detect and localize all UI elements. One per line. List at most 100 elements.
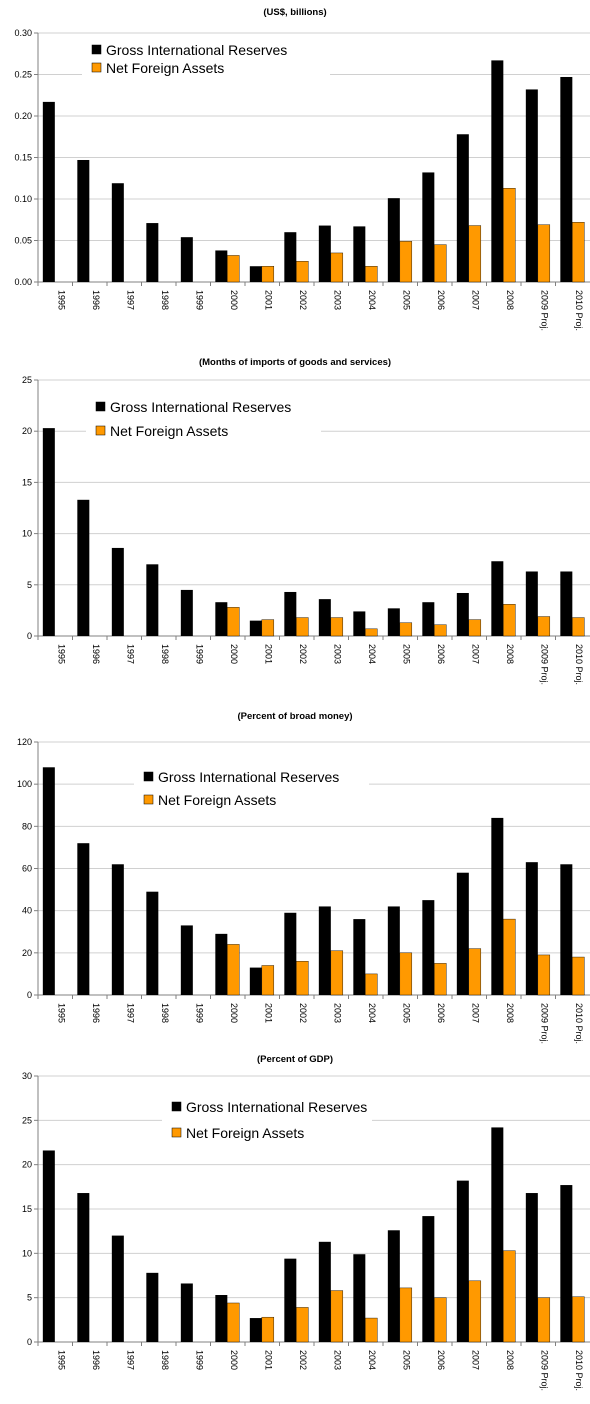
- bar-net-foreign-assets: [330, 252, 344, 283]
- legend-background: [134, 766, 369, 813]
- legend-label-net: Net Foreign Assets: [186, 1125, 304, 1141]
- y-tick-label: 25: [22, 1115, 32, 1125]
- bar-gross-reserves: [215, 1295, 228, 1342]
- legend-label-net: Net Foreign Assets: [110, 423, 228, 439]
- bar-gross-reserves: [422, 1216, 435, 1342]
- legend: Gross International Reserves Net Foreign …: [162, 1096, 372, 1146]
- bar-net-foreign-assets: [503, 188, 516, 283]
- bar-net-foreign-assets: [537, 1297, 551, 1343]
- legend-swatch-net: [95, 425, 106, 436]
- x-tick-label: 2001: [263, 1350, 273, 1370]
- bar-net-foreign-assets: [296, 1307, 309, 1343]
- y-tick-label: 0.20: [14, 111, 32, 121]
- legend: Gross International Reserves Net Foreign …: [82, 39, 330, 81]
- x-tick-label: 2005: [401, 644, 411, 664]
- bar-net-foreign-assets: [468, 1280, 482, 1343]
- chart-panel-usd-billions: (US$, billions) 0.00 0.05 0.10 0.15 0.20 0.25 0…: [0, 0, 590, 350]
- bar-gross-reserves: [560, 1185, 573, 1342]
- y-tick-label: 5: [27, 580, 32, 590]
- legend-swatch-gross: [171, 1101, 182, 1112]
- legend-background: [162, 1096, 372, 1146]
- x-tick-label: 1997: [125, 1350, 135, 1370]
- bar-net-foreign-assets: [296, 617, 309, 637]
- legend-swatch-gross: [91, 44, 102, 55]
- x-tick-label: 2009 Proj.: [539, 1003, 549, 1044]
- x-tick-label: 1996: [91, 1350, 101, 1370]
- y-tick-label: 10: [22, 529, 32, 539]
- bar-net-foreign-assets: [572, 956, 585, 996]
- bar-gross-reserves: [42, 101, 55, 282]
- bar-gross-reserves: [353, 226, 366, 282]
- bar-gross-reserves: [525, 862, 538, 995]
- x-tick-label: 1998: [160, 290, 170, 310]
- x-tick-label: 2004: [367, 1003, 377, 1023]
- x-tick-label: 2007: [470, 1003, 480, 1023]
- y-tick-label: 5: [27, 1293, 32, 1303]
- bar-gross-reserves: [318, 225, 331, 282]
- y-tick-label: 0: [27, 990, 32, 1000]
- x-tick-label: 2004: [367, 290, 377, 310]
- y-tick-label: 20: [22, 1160, 32, 1170]
- bar-gross-reserves: [146, 223, 159, 282]
- bar-net-foreign-assets: [330, 617, 344, 637]
- bar-gross-reserves: [111, 864, 124, 995]
- x-tick-label: 2002: [298, 1003, 308, 1023]
- bar-net-foreign-assets: [468, 225, 482, 283]
- y-tick-label: 30: [22, 1071, 32, 1081]
- bar-net-foreign-assets: [399, 241, 413, 283]
- bar-gross-reserves: [111, 547, 124, 636]
- y-tick-label: 25: [22, 375, 32, 385]
- y-tick-label: 40: [22, 906, 32, 916]
- x-tick-label: 2004: [367, 644, 377, 664]
- y-tick-label: 0.00: [14, 277, 32, 287]
- bar-net-foreign-assets: [434, 1297, 447, 1343]
- bar-net-foreign-assets: [296, 961, 309, 996]
- x-tick-label: 2001: [263, 290, 273, 310]
- y-tick-label: 10: [22, 1248, 32, 1258]
- bar-net-foreign-assets: [399, 1287, 413, 1343]
- x-tick-label: 2007: [470, 1350, 480, 1370]
- bar-net-foreign-assets: [261, 619, 275, 637]
- bar-gross-reserves: [180, 589, 193, 636]
- chart-panel-percent-broad-money: (Percent of broad money) 0 20 40 60 80 100 120 1…: [0, 700, 590, 1050]
- x-tick-label: 1998: [160, 1003, 170, 1023]
- y-tick-label: 0: [27, 631, 32, 641]
- x-tick-label: 1999: [194, 1350, 204, 1370]
- bar-gross-reserves: [249, 266, 262, 282]
- bar-net-foreign-assets: [261, 266, 275, 283]
- bar-gross-reserves: [491, 60, 504, 282]
- bar-net-foreign-assets: [227, 944, 240, 996]
- y-tick-label: 0.10: [14, 194, 32, 204]
- bar-net-foreign-assets: [365, 266, 378, 283]
- bar-gross-reserves: [456, 1180, 469, 1342]
- bar-gross-reserves: [111, 1235, 124, 1342]
- x-tick-label: 1996: [91, 644, 101, 664]
- bar-net-foreign-assets: [227, 1302, 240, 1343]
- x-tick-label: 2000: [229, 1003, 239, 1023]
- bar-gross-reserves: [318, 1241, 331, 1342]
- y-tick-label: 0.30: [14, 28, 32, 38]
- y-tick-label: 0.15: [14, 153, 32, 163]
- bar-gross-reserves: [422, 172, 435, 282]
- bar-net-foreign-assets: [572, 222, 585, 283]
- bar-gross-reserves: [387, 198, 400, 282]
- bar-net-foreign-assets: [330, 950, 344, 996]
- chart-svg: (Percent of GDP) 0 5 10 15 20 25 30 1995 1996 1997…: [22, 1054, 590, 1391]
- y-tick-label: 15: [22, 1204, 32, 1214]
- bar-net-foreign-assets: [572, 617, 585, 637]
- x-tick-label: 2002: [298, 1350, 308, 1370]
- chart-panel-percent-gdp: (Percent of GDP) 0 5 10 15 20 25 30 1995 1996 1997…: [0, 1050, 590, 1399]
- bar-gross-reserves: [42, 767, 55, 995]
- x-tick-label: 2008: [505, 644, 515, 664]
- bar-gross-reserves: [560, 571, 573, 636]
- y-tick-label: 60: [22, 864, 32, 874]
- x-tick-label: 2003: [332, 1003, 342, 1023]
- y-tick-label: 0.25: [14, 70, 32, 80]
- y-tick-label: 120: [17, 737, 32, 747]
- x-tick-label: 2005: [401, 1350, 411, 1370]
- bar-gross-reserves: [249, 620, 262, 636]
- y-tick-label: 0: [27, 1337, 32, 1347]
- bar-net-foreign-assets: [503, 918, 516, 996]
- bar-net-foreign-assets: [365, 1317, 378, 1343]
- bar-net-foreign-assets: [296, 261, 309, 283]
